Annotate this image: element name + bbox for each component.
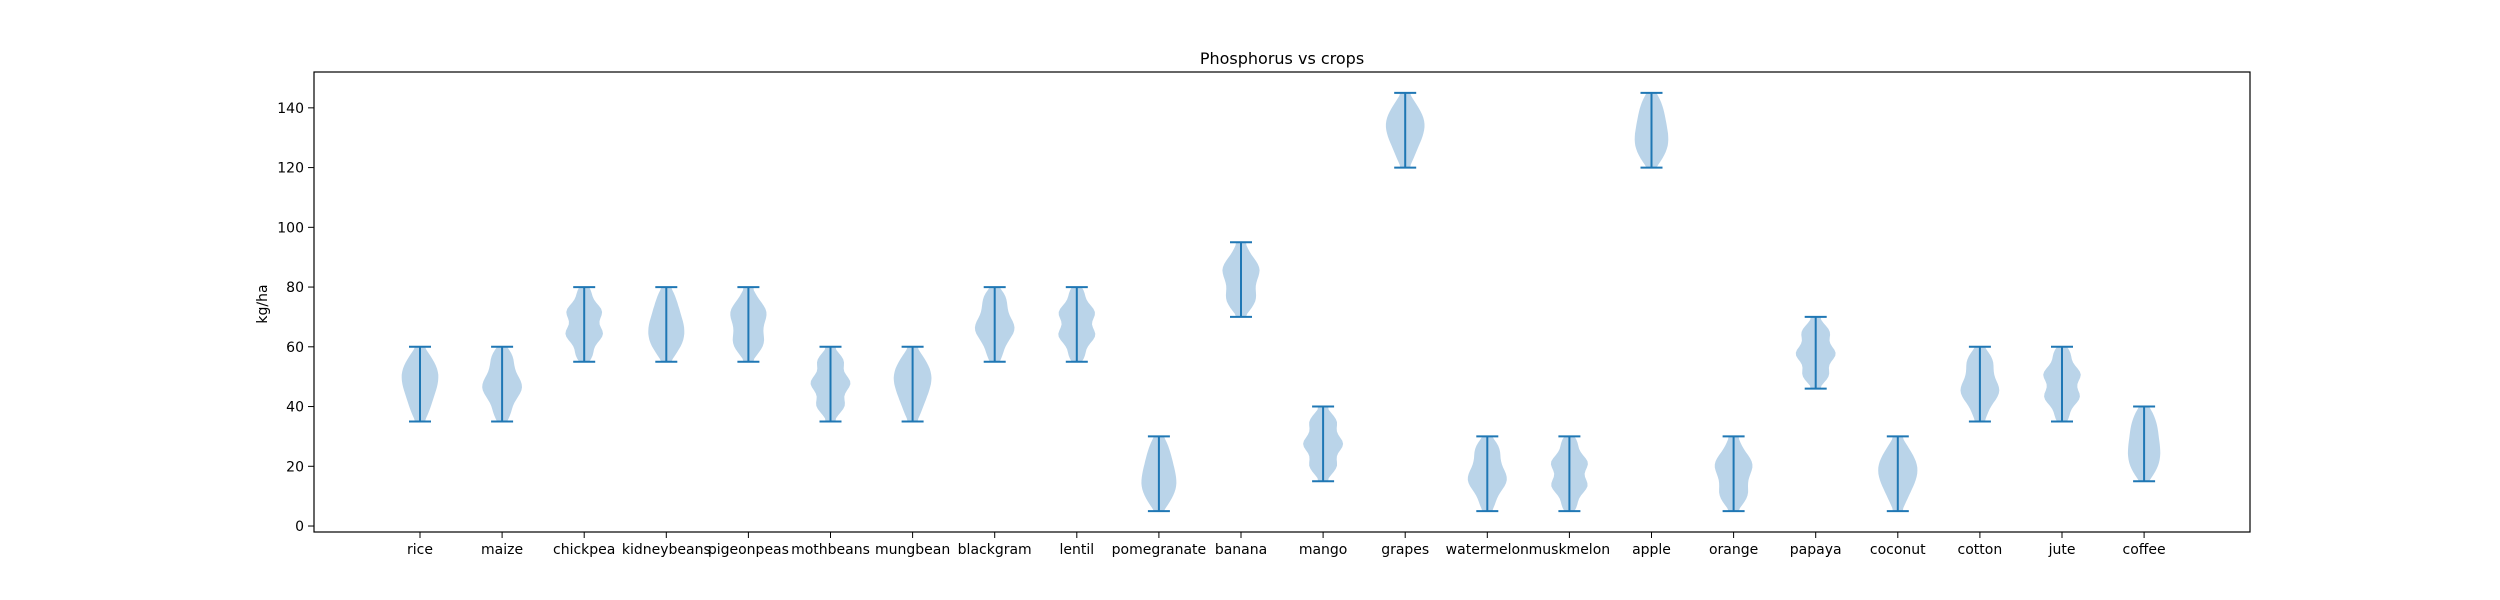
violin-series [401, 91, 2161, 513]
y-tick-label: 0 [295, 519, 304, 535]
y-tick-label: 40 [286, 400, 304, 416]
chart-title: Phosphorus vs crops [1200, 49, 1364, 68]
x-tick-label-coconut: coconut [1870, 542, 1926, 558]
y-axis: 0 20 40 60 80 100 120 140 [277, 101, 314, 535]
y-tick-label: 60 [286, 340, 304, 356]
x-tick-label-lentil: lentil [1059, 542, 1094, 558]
x-tick-label-pomegranate: pomegranate [1112, 542, 1206, 558]
x-tick-label-chickpea: chickpea [553, 542, 615, 558]
x-tick-label-orange: orange [1709, 542, 1758, 558]
x-tick-label-mothbeans: mothbeans [791, 542, 870, 558]
x-tick-label-pigeonpeas: pigeonpeas [708, 542, 789, 558]
y-axis-label: kg/ha [255, 284, 271, 323]
x-tick-label-rice: rice [407, 542, 433, 558]
x-tick-label-maize: maize [481, 542, 523, 558]
x-tick-label-grapes: grapes [1381, 542, 1429, 558]
x-tick-label-apple: apple [1632, 542, 1671, 558]
y-tick-label: 120 [277, 161, 304, 177]
x-tick-label-blackgram: blackgram [958, 542, 1032, 558]
y-tick-label: 100 [277, 220, 304, 236]
y-tick-label: 20 [286, 459, 304, 475]
x-tick-label-papaya: papaya [1790, 542, 1842, 558]
x-tick-label-jute: jute [2048, 542, 2076, 558]
plot-frame [313, 71, 2251, 533]
x-tick-label-mungbean: mungbean [875, 542, 950, 558]
x-tick-label-banana: banana [1215, 542, 1267, 558]
y-tick-label: 80 [286, 280, 304, 296]
x-tick-label-watermelon: watermelon [1446, 542, 1529, 558]
x-tick-label-kidneybeans: kidneybeans [622, 542, 711, 558]
x-tick-label-cotton: cotton [1958, 542, 2003, 558]
y-tick-label: 140 [277, 101, 304, 117]
x-tick-label-mango: mango [1299, 542, 1348, 558]
x-tick-label-coffee: coffee [2123, 542, 2166, 558]
x-tick-label-muskmelon: muskmelon [1529, 542, 1611, 558]
